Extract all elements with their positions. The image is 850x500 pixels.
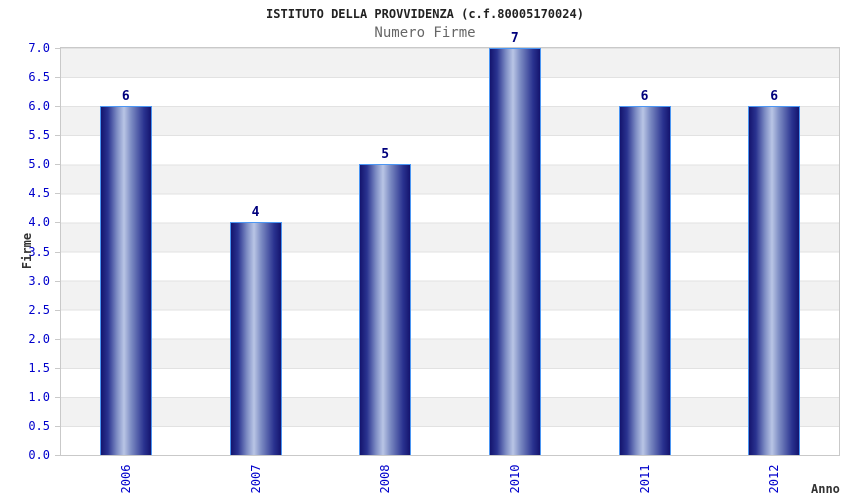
y-tick-mark bbox=[55, 193, 60, 195]
chart-title: ISTITUTO DELLA PROVVIDENZA (c.f.80005170… bbox=[266, 7, 584, 21]
y-tick-mark bbox=[55, 455, 60, 456]
y-tick-mark bbox=[55, 222, 60, 224]
bar-value-label: 4 bbox=[251, 205, 260, 221]
bar-2007 bbox=[229, 222, 282, 455]
y-tick-mark bbox=[55, 338, 60, 340]
x-axis-title: Anno bbox=[811, 482, 840, 496]
bar-value-label: 6 bbox=[640, 89, 649, 105]
y-tick-mark bbox=[55, 396, 60, 398]
x-tick-label: 2011 bbox=[637, 464, 652, 494]
plot-area: 6 4 5 7 6 6 bbox=[60, 31, 840, 456]
y-tick-label: 0.0 bbox=[28, 448, 50, 462]
y-tick-mark bbox=[55, 367, 60, 369]
y-tick-label: 5.0 bbox=[28, 157, 50, 172]
y-tick-mark bbox=[55, 77, 60, 79]
y-tick-mark bbox=[55, 106, 60, 108]
x-tick-label: 2012 bbox=[767, 464, 782, 494]
y-tick-mark bbox=[55, 251, 60, 253]
y-tick-label: 5.5 bbox=[28, 128, 50, 143]
chart-subtitle: Numero Firme bbox=[374, 25, 476, 41]
y-tick-mark bbox=[55, 164, 60, 166]
y-tick-label: 2.0 bbox=[28, 331, 50, 346]
y-tick-label: 0.5 bbox=[28, 418, 50, 433]
y-tick-mark bbox=[55, 280, 60, 282]
y-tick-label: 6.5 bbox=[28, 70, 50, 85]
y-tick-label: 3.0 bbox=[28, 273, 50, 288]
y-axis-title: Firme bbox=[20, 232, 34, 270]
y-tick-mark bbox=[55, 309, 60, 311]
bar-2011 bbox=[618, 106, 671, 455]
x-tick-label: 2007 bbox=[248, 464, 263, 494]
bar-value-label: 6 bbox=[121, 89, 130, 105]
bar-value-label: 5 bbox=[381, 147, 390, 163]
bar-value-label: 6 bbox=[770, 89, 779, 105]
bar-2012 bbox=[748, 106, 801, 455]
y-tick-label: 7.0 bbox=[28, 41, 50, 55]
bar-2010 bbox=[488, 48, 541, 455]
y-tick-label: 2.5 bbox=[28, 302, 50, 317]
x-tick-label: 2006 bbox=[118, 464, 133, 494]
y-tick-mark bbox=[55, 135, 60, 137]
y-tick-label: 4.0 bbox=[28, 215, 50, 230]
bar-2008 bbox=[359, 164, 412, 455]
y-tick-label: 6.0 bbox=[28, 99, 50, 114]
y-tick-label: 1.0 bbox=[28, 389, 50, 404]
y-tick-mark bbox=[55, 425, 60, 427]
bar-value-label: 7 bbox=[510, 31, 519, 46]
y-tick-label: 4.5 bbox=[28, 186, 50, 201]
x-tick-label: 2008 bbox=[378, 464, 393, 494]
y-tick-mark bbox=[55, 48, 60, 49]
x-tick-label: 2010 bbox=[507, 464, 522, 494]
y-tick-label: 1.5 bbox=[28, 360, 50, 375]
y-tick-label: 3.5 bbox=[28, 244, 50, 259]
bar-2006 bbox=[99, 106, 152, 455]
